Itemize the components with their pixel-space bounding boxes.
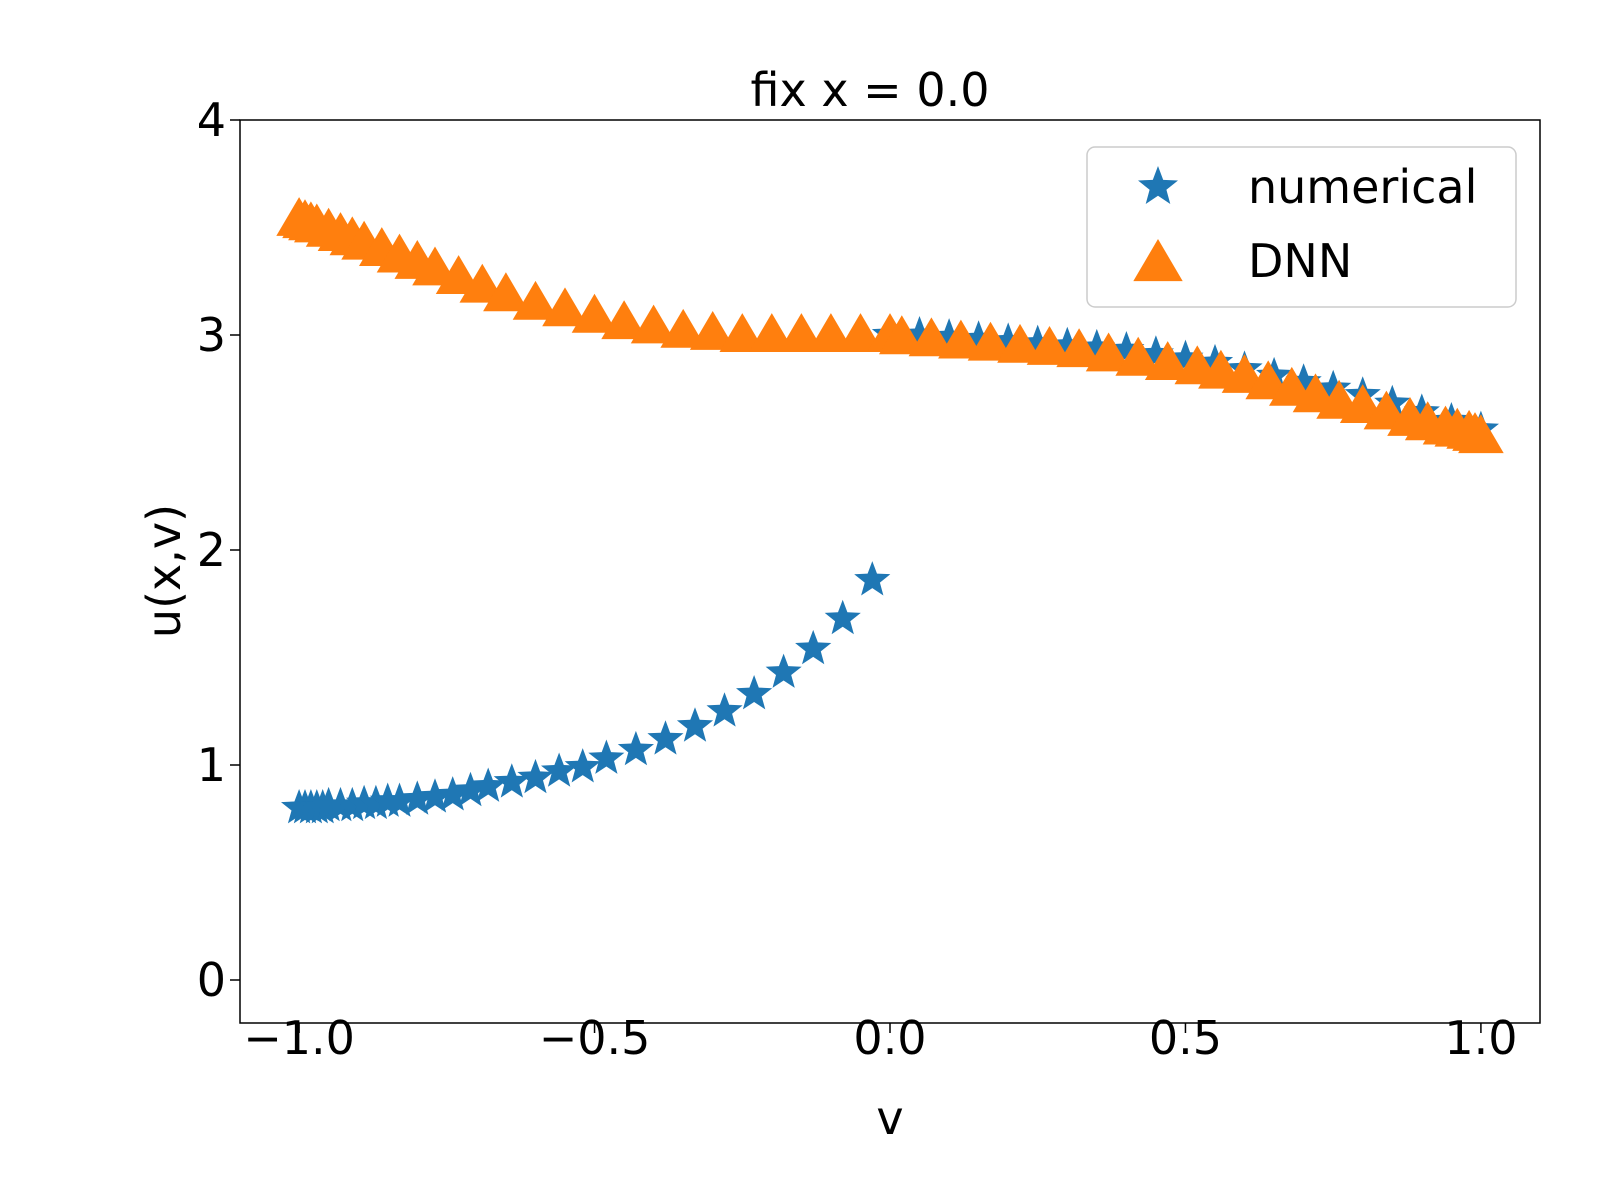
dnn-point-37: [1144, 341, 1191, 380]
numerical-point-34: [960, 320, 997, 355]
numerical-point-38: [1078, 328, 1115, 364]
numerical-point-22: [617, 730, 654, 766]
numerical-point-28: [795, 629, 832, 665]
numerical-point-45: [1285, 363, 1322, 398]
dnn-point-26: [837, 313, 884, 352]
dnn-point-32: [997, 323, 1043, 363]
numerical-point-13: [416, 778, 454, 813]
numerical-point-46: [1315, 369, 1352, 405]
y-axis-label: u(x,v): [137, 504, 191, 638]
numerical-point-49: [1403, 393, 1440, 428]
series-dnn: [276, 197, 1504, 454]
dnn-point-12: [435, 255, 482, 294]
x-axis-label: v: [876, 1091, 903, 1145]
numerical-point-19: [541, 752, 578, 787]
dnn-point-13: [459, 263, 506, 303]
dnn-point-30: [938, 319, 984, 359]
dnn-point-14: [483, 272, 529, 312]
dnn-point-31: [967, 321, 1014, 361]
numerical-point-12: [399, 780, 436, 815]
dnn-point-24: [778, 313, 825, 352]
dnn-point-18: [601, 300, 647, 340]
dnn-point-35: [1085, 332, 1132, 372]
numerical-point-29: [824, 599, 861, 635]
numerical-point-40: [1137, 335, 1174, 370]
dnn-point-34: [1056, 328, 1102, 368]
dnn-point-17: [571, 293, 618, 333]
numerical-point-35: [990, 322, 1027, 357]
numerical-point-20: [564, 748, 601, 783]
numerical-point-11: [381, 782, 418, 817]
legend-label-numerical: numerical: [1248, 160, 1477, 214]
legend-marker-dnn: [1133, 239, 1183, 282]
numerical-point-33: [931, 318, 968, 353]
chart-title: fix x = 0.0: [751, 63, 990, 117]
numerical-point-41: [1167, 339, 1204, 374]
legend: numerical DNN: [1086, 146, 1517, 308]
numerical-point-7: [334, 786, 371, 822]
numerical-point-18: [517, 758, 554, 794]
dnn-point-33: [1026, 326, 1073, 365]
dnn-point-15: [512, 280, 559, 320]
numerical-point-39: [1108, 331, 1145, 366]
legend-marker-numerical: [1138, 166, 1178, 204]
numerical-point-30: [854, 561, 891, 596]
data-markers: [276, 197, 1504, 824]
numerical-point-15: [452, 771, 489, 807]
x-tick-label: −0.5: [539, 1011, 651, 1065]
numerical-point-21: [588, 739, 625, 774]
numerical-point-26: [736, 675, 773, 710]
numerical-point-24: [676, 707, 714, 742]
numerical-point-16: [470, 767, 507, 802]
y-tick-label: 1: [197, 738, 226, 792]
dnn-point-20: [660, 308, 706, 348]
numerical-point-37: [1049, 326, 1086, 362]
dnn-point-53: [1458, 414, 1504, 454]
dnn-point-36: [1115, 336, 1161, 376]
dnn-point-22: [719, 313, 766, 352]
series-numerical: [281, 316, 1499, 824]
x-tick-label: −1.0: [243, 1011, 355, 1065]
legend-star-symbol: [1138, 166, 1178, 204]
dnn-point-28: [879, 315, 925, 355]
numerical-point-23: [647, 720, 684, 755]
y-tick-label: 3: [197, 308, 226, 362]
numerical-point-14: [434, 776, 471, 811]
y-axis-ticks: 0 1 2 3 4: [197, 93, 240, 1007]
x-tick-label: 0.0: [853, 1011, 926, 1065]
numerical-point-17: [493, 763, 530, 798]
legend-label-dnn: DNN: [1248, 234, 1352, 288]
x-tick-label: 0.5: [1149, 1011, 1222, 1065]
dnn-point-19: [630, 304, 677, 344]
y-tick-label: 0: [197, 953, 226, 1007]
legend-triangle-symbol: [1133, 239, 1183, 282]
x-axis-ticks: −1.0 −0.5 0.0 0.5 1.0: [243, 1011, 1517, 1065]
x-tick-label: 1.0: [1444, 1011, 1517, 1065]
dnn-point-25: [808, 313, 854, 352]
dnn-point-21: [689, 311, 736, 350]
dnn-point-11: [412, 246, 458, 286]
numerical-point-9: [357, 784, 394, 820]
dnn-point-23: [749, 313, 795, 352]
numerical-point-36: [1019, 324, 1056, 359]
numerical-point-27: [765, 653, 802, 688]
y-tick-label: 4: [197, 93, 226, 147]
legend-frame: [1086, 146, 1517, 308]
numerical-point-25: [706, 692, 743, 727]
dnn-point-16: [542, 287, 588, 327]
numerical-point-32: [901, 316, 938, 351]
y-tick-label: 2: [197, 523, 226, 577]
dnn-point-29: [908, 317, 955, 357]
